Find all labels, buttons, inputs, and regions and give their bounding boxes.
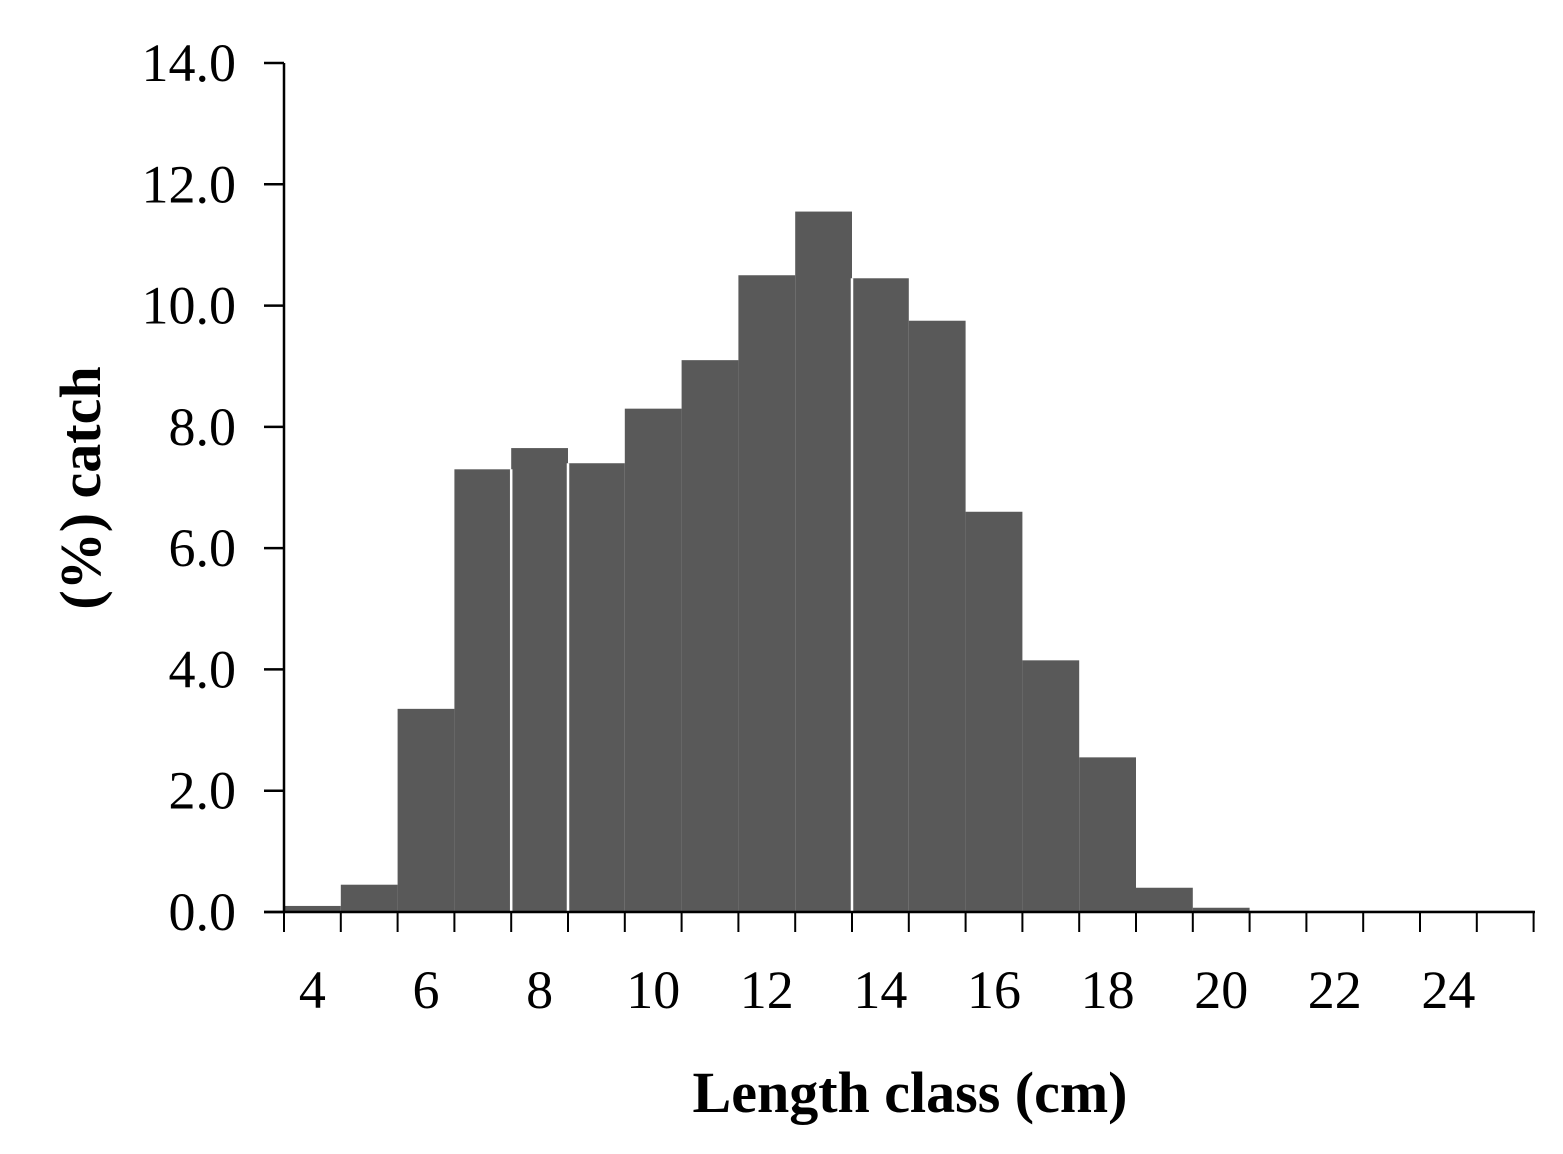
- bar-17: [1022, 660, 1080, 912]
- bar-5: [340, 884, 398, 912]
- x-tick-label: 6: [413, 960, 440, 1020]
- y-tick-label: 12.0: [142, 154, 237, 214]
- bar-20: [1192, 907, 1250, 912]
- bar-15: [908, 320, 966, 913]
- x-tick-label: 18: [1081, 960, 1135, 1020]
- y-axis-title: (%) catch: [48, 366, 113, 609]
- bar-11: [681, 360, 739, 912]
- bars-layer: [284, 211, 1534, 913]
- axes-layer: [264, 61, 1535, 932]
- bar-16: [965, 511, 1023, 912]
- y-tick-label: 8.0: [169, 397, 237, 457]
- x-tick-label: 12: [740, 960, 794, 1020]
- y-tick-label: 10.0: [142, 276, 237, 336]
- bar-8: [511, 448, 568, 912]
- bar-12: [738, 275, 796, 912]
- x-axis-title: Length class (cm): [693, 1060, 1128, 1125]
- x-tick-label: 16: [967, 960, 1021, 1020]
- x-tick-label: 4: [299, 960, 326, 1020]
- y-tick-label: 6.0: [169, 518, 237, 578]
- bar-13: [795, 211, 852, 912]
- x-tick-label: 14: [853, 960, 907, 1020]
- x-tick-label: 8: [526, 960, 553, 1020]
- labels-layer: 0.0 2.0 4.0 6.0 8.0 10.0 12.0 14.0 4 6 8 10 12 14 16 18…: [142, 33, 1476, 1020]
- bar-7: [454, 469, 512, 912]
- bar-9: [568, 463, 625, 912]
- x-tick-label: 20: [1194, 960, 1248, 1020]
- x-tick-label: 22: [1308, 960, 1362, 1020]
- y-tick-label: 4.0: [169, 639, 237, 699]
- bar-4: [284, 905, 341, 912]
- x-tick-label: 24: [1421, 960, 1475, 1020]
- bar-6: [397, 708, 455, 912]
- bar-10: [624, 408, 682, 912]
- y-tick-label: 2.0: [169, 761, 237, 821]
- bar-18: [1079, 757, 1136, 912]
- bar-19: [1136, 887, 1193, 912]
- bar-14: [852, 278, 909, 912]
- y-tick-label: 0.0: [169, 882, 237, 942]
- y-tick-label: 14.0: [142, 33, 237, 93]
- x-tick-label: 10: [626, 960, 680, 1020]
